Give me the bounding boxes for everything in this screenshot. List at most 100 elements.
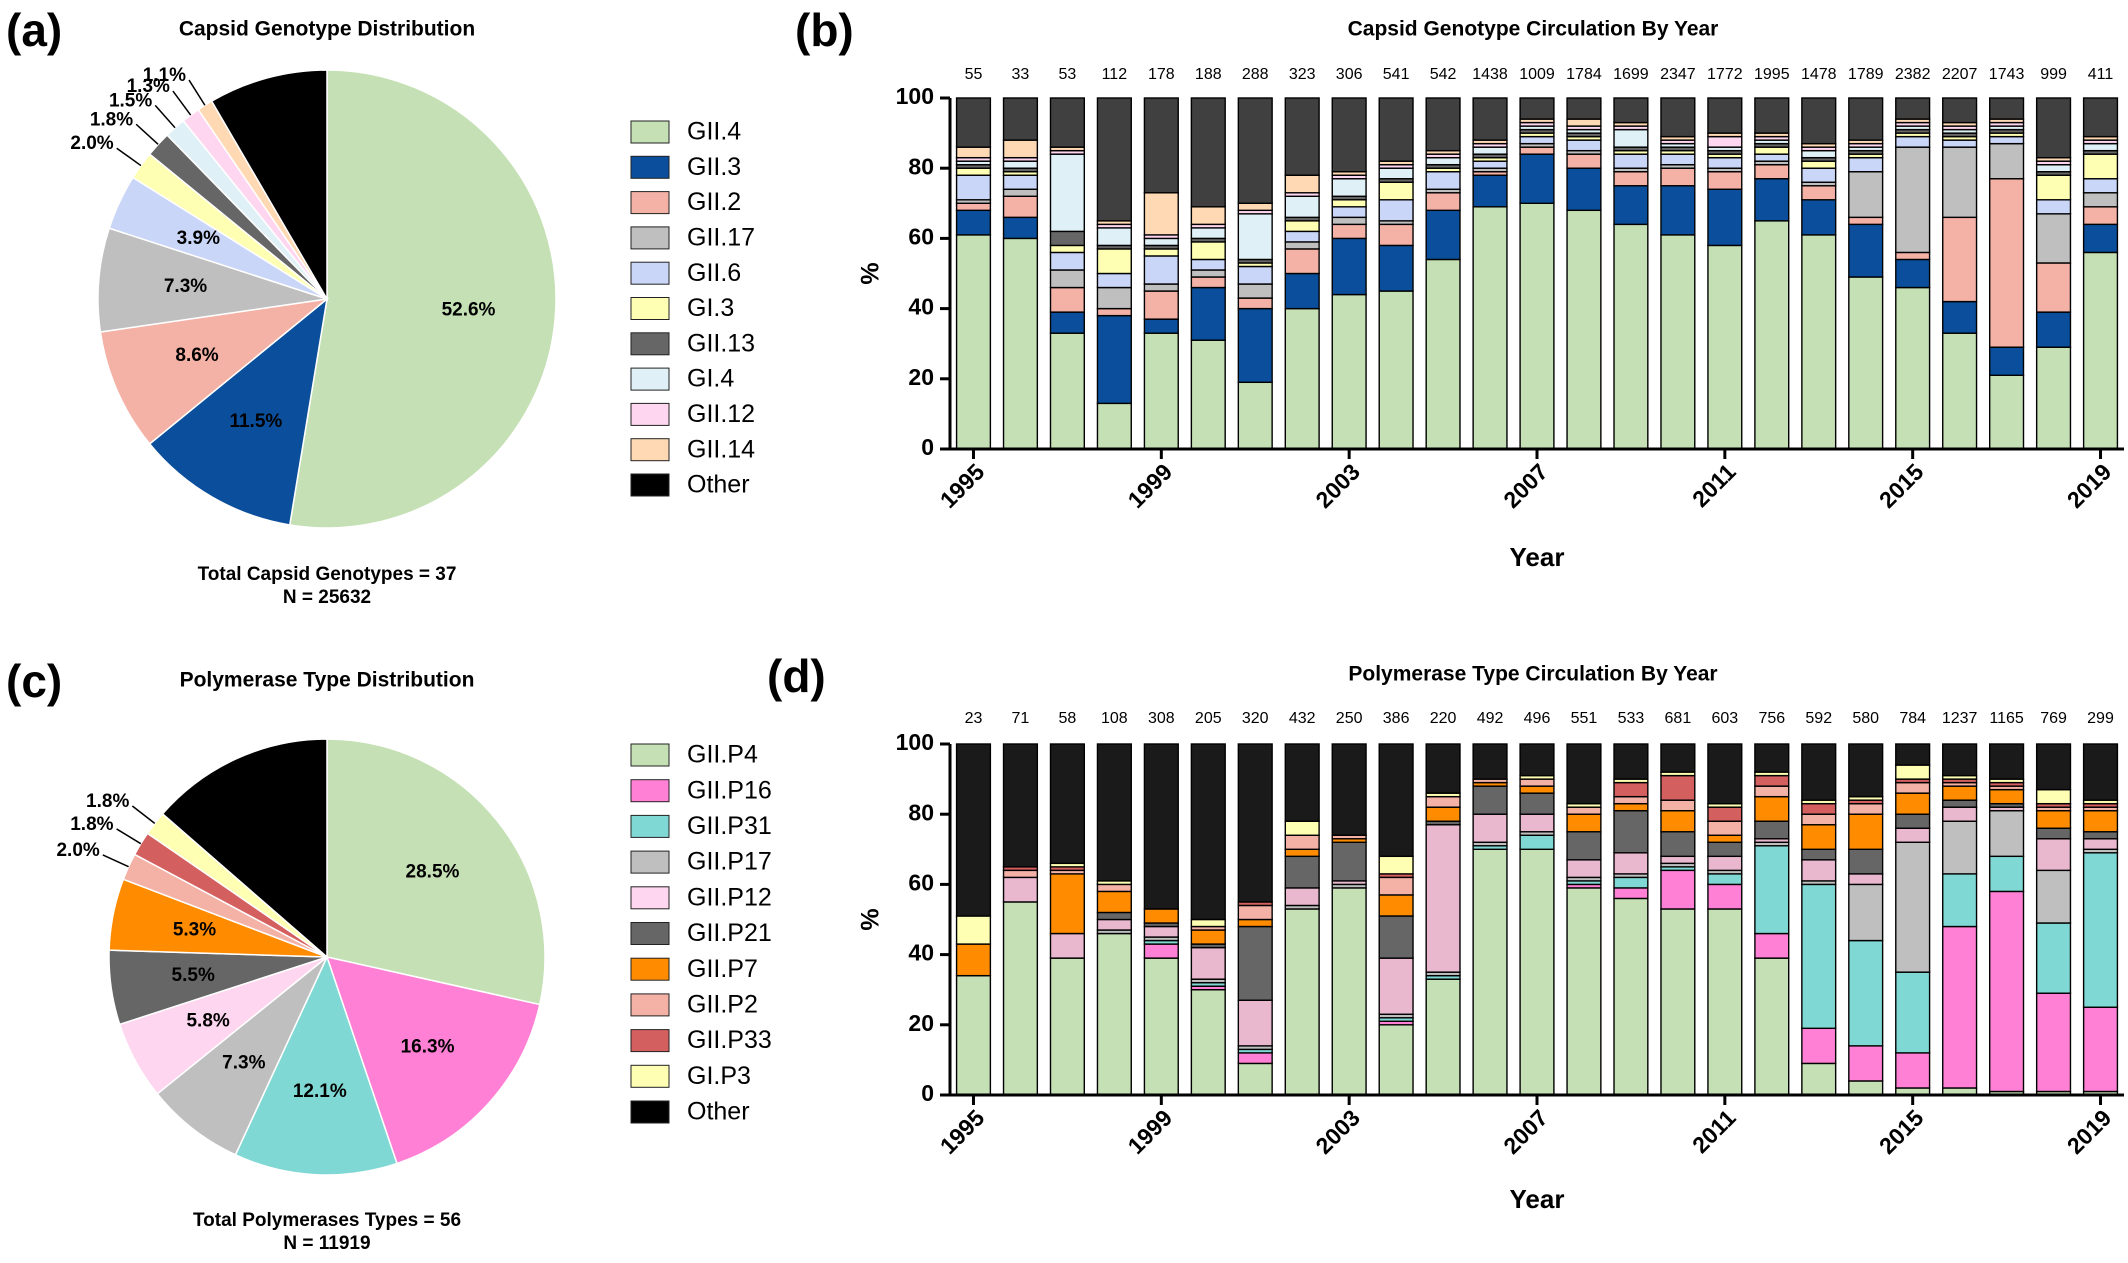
slice-label: 2.0% bbox=[70, 133, 113, 154]
bar-segment bbox=[1895, 286, 1931, 450]
bar-segment bbox=[955, 743, 992, 917]
bar-segment bbox=[1848, 223, 1884, 278]
bar-segment bbox=[1895, 971, 1931, 1054]
bar-segment bbox=[1613, 887, 1649, 900]
bar-segment bbox=[1660, 799, 1696, 812]
y-tick-label: 0 bbox=[921, 434, 934, 460]
bar-segment bbox=[1988, 788, 2025, 805]
bar-segment bbox=[1566, 167, 1602, 212]
y-tick-label: 40 bbox=[908, 294, 934, 320]
bar-segment bbox=[1378, 876, 1414, 896]
x-tick-label: 1995 bbox=[935, 458, 990, 513]
pie-slice bbox=[161, 738, 328, 959]
bar-total: 188 bbox=[1195, 66, 1222, 83]
bar-segment bbox=[1378, 915, 1414, 959]
bar-segment bbox=[1096, 883, 1132, 893]
bar-segment bbox=[1425, 171, 1461, 190]
bar-segment bbox=[1613, 223, 1649, 450]
bar-total: 205 bbox=[1195, 710, 1222, 727]
bar-segment bbox=[1284, 307, 1320, 450]
bar-segment bbox=[1660, 153, 1696, 166]
bar-segment bbox=[1331, 887, 1367, 1096]
bar-segment bbox=[1848, 802, 1884, 815]
bar-segment bbox=[1801, 149, 1837, 159]
leader-line bbox=[102, 854, 129, 868]
bar-segment bbox=[1801, 199, 1837, 236]
bar-segment bbox=[1425, 743, 1461, 794]
bar-segment bbox=[1190, 918, 1226, 928]
bar-segment bbox=[1566, 859, 1602, 879]
bar-segment bbox=[1895, 792, 1931, 815]
bar-segment bbox=[2035, 213, 2072, 264]
bar-segment bbox=[1472, 813, 1508, 843]
bar-segment bbox=[1519, 785, 1555, 794]
bar-segment bbox=[1848, 171, 1884, 219]
bar-segment bbox=[1002, 869, 1039, 879]
bar-segment bbox=[1942, 139, 1978, 148]
bar-segment bbox=[1143, 908, 1179, 924]
bar-segment bbox=[1378, 244, 1414, 292]
slice-label: 8.6% bbox=[175, 345, 218, 366]
bar-segment bbox=[1895, 743, 1931, 766]
bar-segment bbox=[2035, 809, 2072, 829]
leader-line bbox=[131, 805, 156, 824]
bar-segment bbox=[1143, 925, 1179, 938]
bar-segment bbox=[1613, 171, 1649, 187]
bar-segment bbox=[1754, 153, 1790, 162]
bar-segment bbox=[1942, 743, 1978, 777]
bar-segment bbox=[1988, 97, 2025, 120]
bar-segment bbox=[2082, 831, 2119, 840]
bar-segment bbox=[2082, 852, 2119, 1008]
bar-segment bbox=[1284, 834, 1320, 851]
bar-total: 299 bbox=[2087, 710, 2114, 727]
bar-segment bbox=[1378, 743, 1414, 858]
bar-segment bbox=[1284, 272, 1320, 310]
bar-segment bbox=[1096, 743, 1132, 882]
panel-letter: (c) bbox=[6, 655, 62, 707]
y-tick-label: 60 bbox=[908, 869, 934, 895]
bar-segment bbox=[1519, 848, 1555, 1096]
bar-segment bbox=[1096, 918, 1132, 931]
bar-total: 551 bbox=[1571, 710, 1598, 727]
legend-swatch bbox=[630, 120, 670, 144]
bar-segment bbox=[955, 174, 992, 201]
bar-segment bbox=[1988, 142, 2025, 180]
bar-segment bbox=[1519, 743, 1555, 777]
bar-segment bbox=[1566, 831, 1602, 861]
legend-label: GII.3 bbox=[687, 153, 741, 181]
bar-segment bbox=[1143, 332, 1179, 450]
bar-segment bbox=[1284, 220, 1320, 233]
legend-label: GI.4 bbox=[687, 365, 734, 393]
bar-segment bbox=[1284, 97, 1320, 176]
bar-segment bbox=[1284, 241, 1320, 250]
bar-segment bbox=[1566, 813, 1602, 833]
bar-segment bbox=[1848, 1080, 1884, 1096]
bar-segment bbox=[1425, 978, 1461, 1096]
bar-segment bbox=[1519, 135, 1555, 145]
bar-segment bbox=[2035, 174, 2072, 201]
bar-segment bbox=[1801, 160, 1837, 169]
bar-total: 784 bbox=[1899, 710, 1926, 727]
bar-segment bbox=[1190, 97, 1226, 208]
bar-segment bbox=[1660, 908, 1696, 1096]
bar-total: 1699 bbox=[1613, 66, 1649, 83]
pie-slice bbox=[156, 956, 328, 1156]
y-tick-label: 40 bbox=[908, 940, 934, 966]
bar-segment bbox=[1988, 743, 2025, 780]
bar-segment bbox=[1002, 901, 1039, 1096]
bar-segment bbox=[1566, 209, 1602, 450]
bar-segment bbox=[1566, 97, 1602, 120]
bar-total: 756 bbox=[1758, 710, 1785, 727]
slice-label: 16.3% bbox=[401, 1036, 455, 1057]
slice-label: 7.3% bbox=[222, 1053, 265, 1074]
slice-label: 5.8% bbox=[186, 1010, 229, 1031]
legend-swatch bbox=[630, 261, 670, 285]
pie-slice bbox=[97, 227, 328, 333]
legend-swatch bbox=[630, 886, 670, 910]
bar-segment bbox=[1519, 153, 1555, 205]
bar-segment bbox=[1707, 171, 1743, 190]
y-tick-label: 80 bbox=[908, 153, 934, 179]
bar-segment bbox=[2035, 992, 2072, 1093]
bar-segment bbox=[1237, 1052, 1273, 1065]
chart-title: Capsid Genotype Circulation By Year bbox=[1348, 18, 1719, 41]
